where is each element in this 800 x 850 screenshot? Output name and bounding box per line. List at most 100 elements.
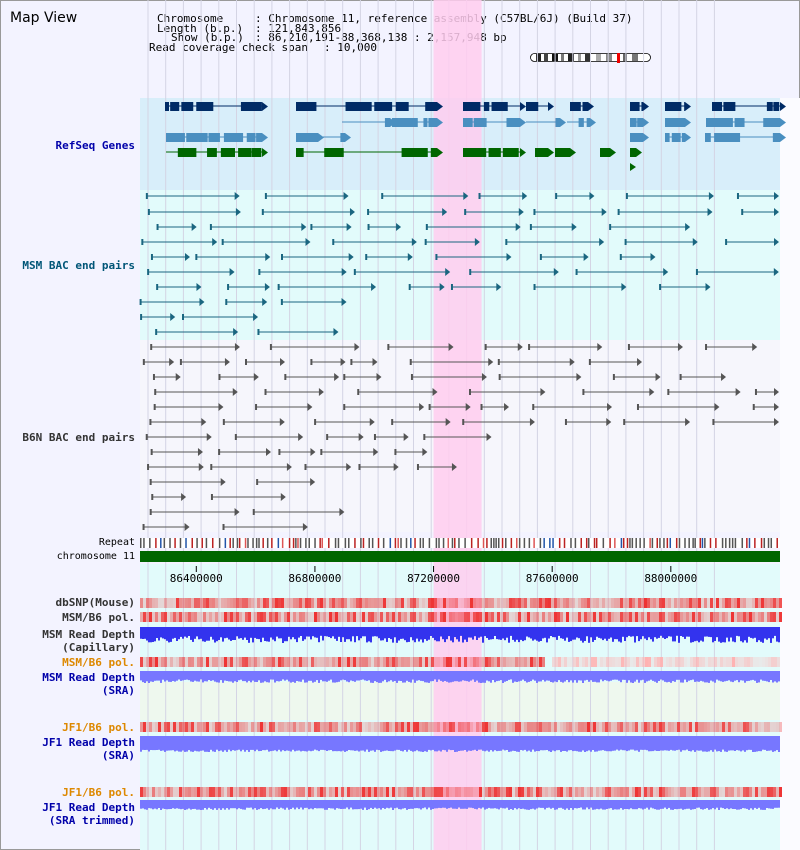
b6n-bac-pair-end[interactable] (153, 404, 156, 410)
msm-bac-pair-end[interactable] (141, 239, 144, 245)
b6n-bac-pair-arrow[interactable] (714, 403, 720, 411)
gene-exon[interactable] (240, 102, 262, 111)
msm-bac-pair-end[interactable] (464, 209, 467, 215)
b6n-bac-pair-arrow[interactable] (649, 388, 655, 396)
msm-bac-pair-arrow[interactable] (349, 208, 355, 216)
msm-bac-pair-end[interactable] (625, 193, 628, 199)
msm-bac-pair-end[interactable] (332, 239, 335, 245)
msm-bac-pair-arrow[interactable] (199, 298, 205, 306)
gene-exon[interactable] (488, 148, 501, 157)
b6n-bac-pair-end[interactable] (149, 419, 152, 425)
b6n-bac-pair-arrow[interactable] (201, 418, 207, 426)
msm-bac-pair-end[interactable] (147, 209, 150, 215)
b6n-bac-pair-end[interactable] (532, 404, 535, 410)
b6n-bac-pair-arrow[interactable] (735, 388, 741, 396)
b6n-bac-pair-arrow[interactable] (721, 373, 727, 381)
msm-bac-pair-end[interactable] (261, 209, 264, 215)
gene-exon[interactable] (491, 102, 508, 111)
b6n-bac-pair-end[interactable] (151, 494, 154, 500)
b6n-bac-pair-end[interactable] (480, 404, 483, 410)
msm-bac-pair-arrow[interactable] (601, 208, 607, 216)
b6n-bac-pair-end[interactable] (218, 374, 221, 380)
gene-exon[interactable] (177, 148, 197, 157)
gene-exon[interactable] (186, 133, 208, 142)
gene-exon[interactable] (630, 133, 643, 142)
msm-bac-pair-arrow[interactable] (518, 208, 524, 216)
b6n-bac-pair-arrow[interactable] (340, 358, 346, 366)
b6n-bac-pair-arrow[interactable] (486, 433, 492, 441)
track-label-jf1-b6-pol-trim[interactable]: JF1/B6 pol. (62, 786, 135, 799)
gene-exon[interactable] (582, 102, 588, 111)
b6n-bac-pair-arrow[interactable] (677, 343, 683, 351)
b6n-bac-pair-arrow[interactable] (346, 463, 352, 471)
b6n-bac-pair-end[interactable] (252, 509, 255, 515)
msm-bac-pair-end[interactable] (659, 284, 662, 290)
b6n-bac-pair-end[interactable] (284, 374, 287, 380)
track-label-refseq-genes[interactable]: RefSeq Genes (55, 139, 135, 152)
b6n-bac-pair-arrow[interactable] (280, 493, 286, 501)
b6n-bac-pair-arrow[interactable] (280, 358, 286, 366)
msm-bac-pair-arrow[interactable] (553, 268, 559, 276)
msm-bac-pair-arrow[interactable] (707, 208, 713, 216)
b6n-bac-pair-arrow[interactable] (576, 373, 582, 381)
b6n-bac-pair-end[interactable] (179, 359, 182, 365)
msm-bac-pair-end[interactable] (469, 269, 472, 275)
msm-bac-pair-arrow[interactable] (407, 253, 413, 261)
msm-bac-pair-end[interactable] (533, 284, 536, 290)
b6n-bac-pair-arrow[interactable] (451, 463, 457, 471)
b6n-bac-pair-arrow[interactable] (307, 403, 313, 411)
b6n-bac-pair-end[interactable] (256, 479, 259, 485)
gene-exon[interactable] (463, 118, 473, 127)
msm-bac-pair-end[interactable] (381, 193, 384, 199)
gene-exon[interactable] (296, 133, 318, 142)
b6n-bac-pair-arrow[interactable] (184, 523, 190, 531)
gene-exon[interactable] (374, 102, 393, 111)
msm-bac-pair-end[interactable] (280, 299, 283, 305)
gene-exon[interactable] (345, 102, 372, 111)
gene-exon[interactable] (425, 102, 437, 111)
b6n-bac-pair-arrow[interactable] (637, 358, 643, 366)
b6n-bac-pair-end[interactable] (154, 389, 157, 395)
msm-bac-pair-arrow[interactable] (341, 298, 347, 306)
b6n-bac-pair-end[interactable] (712, 419, 715, 425)
b6n-bac-pair-end[interactable] (314, 419, 317, 425)
msm-bac-pair-arrow[interactable] (341, 268, 347, 276)
msm-bac-pair-arrow[interactable] (343, 192, 349, 200)
gene-exon[interactable] (208, 133, 220, 142)
gene-exon[interactable] (392, 118, 418, 127)
msm-bac-pair-arrow[interactable] (774, 192, 779, 200)
b6n-bac-pair-arrow[interactable] (253, 373, 259, 381)
b6n-bac-pair-end[interactable] (320, 449, 323, 455)
gene-exon[interactable] (535, 148, 548, 157)
msm-bac-pair-arrow[interactable] (333, 328, 339, 336)
gene-exon[interactable] (766, 102, 773, 111)
b6n-bac-pair-arrow[interactable] (517, 343, 523, 351)
b6n-bac-pair-arrow[interactable] (175, 373, 181, 381)
b6n-bac-pair-end[interactable] (264, 389, 267, 395)
msm-bac-pair-end[interactable] (529, 224, 532, 230)
b6n-bac-pair-end[interactable] (373, 434, 376, 440)
msm-bac-pair-end[interactable] (310, 224, 313, 230)
gene-exon[interactable] (196, 102, 214, 111)
gene-exon[interactable] (428, 118, 437, 127)
msm-bac-pair-end[interactable] (195, 254, 198, 260)
b6n-bac-pair-arrow[interactable] (218, 403, 224, 411)
msm-bac-pair-end[interactable] (145, 193, 148, 199)
msm-bac-pair-end[interactable] (221, 239, 224, 245)
b6n-bac-pair-end[interactable] (150, 449, 153, 455)
b6n-bac-pair-arrow[interactable] (445, 418, 451, 426)
b6n-bac-pair-arrow[interactable] (372, 358, 378, 366)
gene-exon[interactable] (401, 148, 428, 157)
b6n-bac-pair-end[interactable] (358, 464, 361, 470)
b6n-bac-pair-end[interactable] (484, 344, 487, 350)
msm-bac-pair-end[interactable] (425, 224, 428, 230)
b6n-bac-pair-end[interactable] (423, 434, 426, 440)
gene-exon[interactable] (706, 118, 733, 127)
msm-bac-pair-arrow[interactable] (474, 238, 480, 246)
gene-exon[interactable] (220, 148, 235, 157)
b6n-bac-pair-arrow[interactable] (279, 418, 285, 426)
gene-exon[interactable] (473, 118, 487, 127)
gene-exon[interactable] (665, 133, 670, 142)
msm-bac-pair-arrow[interactable] (212, 238, 218, 246)
